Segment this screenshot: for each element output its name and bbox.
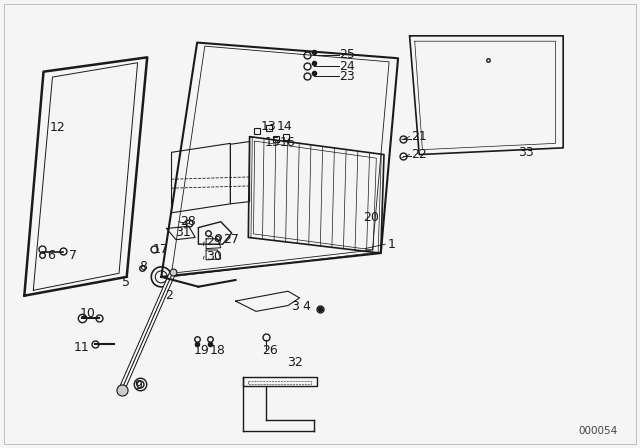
Text: 2: 2 — [165, 289, 173, 302]
Text: 5: 5 — [122, 276, 129, 289]
Text: 22: 22 — [412, 148, 428, 161]
Text: 32: 32 — [287, 356, 303, 370]
Text: 30: 30 — [206, 250, 222, 263]
Text: 25: 25 — [339, 48, 355, 61]
Text: 12: 12 — [50, 121, 66, 134]
Text: 7: 7 — [69, 249, 77, 262]
Text: 4: 4 — [302, 300, 310, 314]
Text: 8: 8 — [140, 260, 148, 273]
Text: 26: 26 — [262, 344, 278, 357]
Text: 33: 33 — [518, 146, 534, 159]
Text: 28: 28 — [180, 215, 196, 228]
Text: 13: 13 — [261, 120, 277, 133]
Text: 27: 27 — [223, 233, 239, 246]
Text: 6: 6 — [47, 249, 54, 262]
Text: 29: 29 — [206, 235, 222, 249]
Text: 11: 11 — [74, 340, 90, 354]
Text: 31: 31 — [175, 225, 191, 239]
Text: 20: 20 — [364, 211, 380, 224]
Text: 000054: 000054 — [578, 426, 617, 436]
Text: 3: 3 — [291, 300, 299, 314]
Text: 23: 23 — [339, 69, 355, 83]
Text: 24: 24 — [339, 60, 355, 73]
Text: 16: 16 — [280, 136, 296, 149]
Text: 10: 10 — [80, 307, 96, 320]
Text: 17: 17 — [152, 243, 168, 257]
Text: 9: 9 — [134, 379, 142, 392]
Text: 19: 19 — [193, 344, 209, 357]
Text: 1: 1 — [387, 237, 395, 251]
Text: 18: 18 — [210, 344, 226, 357]
Text: 14: 14 — [276, 120, 292, 133]
Text: 21: 21 — [412, 130, 428, 143]
Text: 15: 15 — [264, 136, 280, 149]
